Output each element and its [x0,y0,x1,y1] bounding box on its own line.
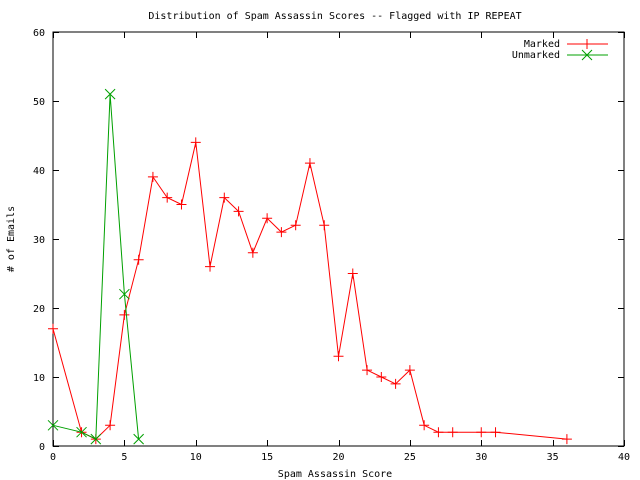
series-marked-point [190,137,201,148]
series-unmarked-point [90,433,102,445]
y-tick-label: 40 [33,166,45,177]
series-marked-point [176,199,187,210]
series-marked-point [233,206,244,217]
plot-area: 0 5 10 15 20 25 30 35 40 0 10 20 30 40 50 60 [33,28,630,463]
series-unmarked-point [133,433,145,445]
series-marked-point [404,365,415,376]
series-marked-point [162,192,173,203]
x-axis-label: Spam Assassin Score [278,469,392,480]
series-unmarked-line [52,94,140,440]
x-tick-label: 10 [190,452,202,463]
series-marked-point [276,227,287,238]
x-tick-label: 20 [332,452,344,463]
legend-marker-marked [582,39,592,49]
series-marked-point [490,427,501,438]
x-tick-label: 5 [121,452,127,463]
chart-title: Distribution of Spam Assassin Scores -- … [148,11,521,22]
y-tick-label: 50 [33,97,45,108]
x-tick-label: 25 [404,452,416,463]
series-marked-point [390,378,401,389]
series-marked [48,137,572,445]
series-marked-point [561,434,572,445]
series-unmarked-point [119,288,130,300]
series-unmarked-point [47,419,59,431]
series-marked-point [376,372,387,382]
series-marked-point [304,158,315,169]
y-axis-label: # of Emails [6,206,17,272]
x-tick-label: 40 [618,452,630,463]
x-tick-label: 30 [475,452,487,463]
series-marked-point [347,268,358,279]
y-tick-label: 30 [33,235,45,246]
series-marked-point [419,420,430,431]
series-unmarked-point [104,88,116,100]
series-marked-point [447,427,458,438]
legend-marker-unmarked [581,49,593,61]
series-marked-point [476,427,487,438]
x-tick-label: 35 [547,452,559,463]
series-marked-point [119,309,130,320]
series-marked-point [290,220,301,231]
series-marked-point [219,192,230,203]
series-unmarked [47,88,145,445]
series-marked-point [105,420,116,431]
series-marked-point [133,254,144,265]
y-tick-label: 0 [39,442,45,453]
legend-label-marked: Marked [524,39,560,50]
y-tick-label: 60 [33,28,45,39]
series-marked-point [147,171,158,182]
series-marked-point [48,323,58,334]
series-marked-point [205,261,216,272]
legend-label-unmarked: Unmarked [512,50,560,61]
series-marked-point [247,247,258,258]
series-layer [47,88,572,445]
series-marked-point [319,220,330,231]
x-tick-label: 15 [261,452,273,463]
series-marked-point [333,351,344,362]
series-marked-point [433,427,444,438]
x-tick-label: 0 [50,452,56,463]
series-marked-point [362,365,373,376]
series-marked-point [262,213,273,224]
y-tick-label: 10 [33,373,45,384]
series-unmarked-point [76,426,87,438]
y-tick-label: 20 [33,304,45,315]
